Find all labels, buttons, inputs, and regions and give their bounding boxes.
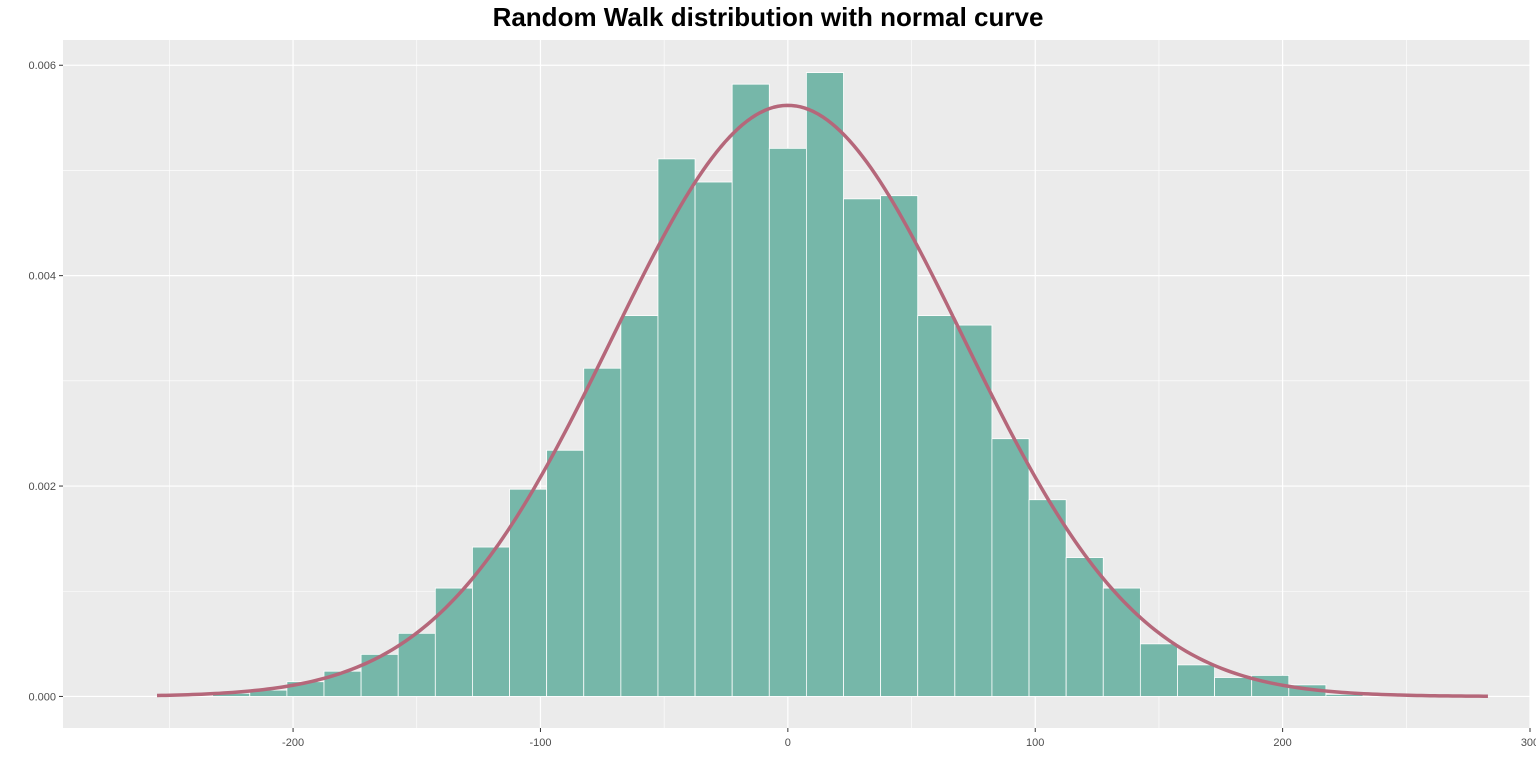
histogram-bar [583,367,622,697]
x-tick-label: -200 [282,737,304,749]
y-axis-ticks: 0.000 0.002 0.004 0.006 [28,60,63,703]
histogram-bar [917,315,956,697]
histogram-bar [731,83,770,697]
histogram-bar [1139,643,1178,697]
histogram-bar [509,488,548,697]
histogram-bar [1214,677,1253,697]
histogram-bar [1028,499,1067,697]
histogram-bar [843,198,882,697]
y-tick-label: 0.004 [28,271,56,283]
chart-title: Random Walk distribution with normal cur… [492,2,1044,32]
x-tick-label: 100 [1026,737,1044,749]
histogram-bar [1065,557,1104,697]
y-tick-label: 0.002 [28,481,56,493]
x-tick-label: 0 [785,737,791,749]
histogram-bar [805,72,844,697]
x-tick-label: -100 [529,737,551,749]
y-tick-label: 0.000 [28,691,56,703]
histogram-bar [694,181,733,697]
histogram-bar [546,449,585,697]
histogram-bar [360,653,399,697]
histogram-bar [620,315,659,697]
histogram-bar [657,158,696,697]
histogram-bar [880,195,919,697]
y-tick-label: 0.006 [28,60,56,72]
histogram-bar [434,587,473,697]
histogram-bars [212,72,1364,697]
x-tick-label: 200 [1273,737,1291,749]
normal-curve [156,103,1488,698]
histogram-bar [768,147,807,697]
x-axis-ticks: -200 -100 0 100 200 300 [282,728,1536,749]
histogram-bar [991,438,1030,697]
x-tick-label: 300 [1521,737,1536,749]
histogram-bar [1177,664,1215,697]
histogram-bar [1102,587,1141,697]
